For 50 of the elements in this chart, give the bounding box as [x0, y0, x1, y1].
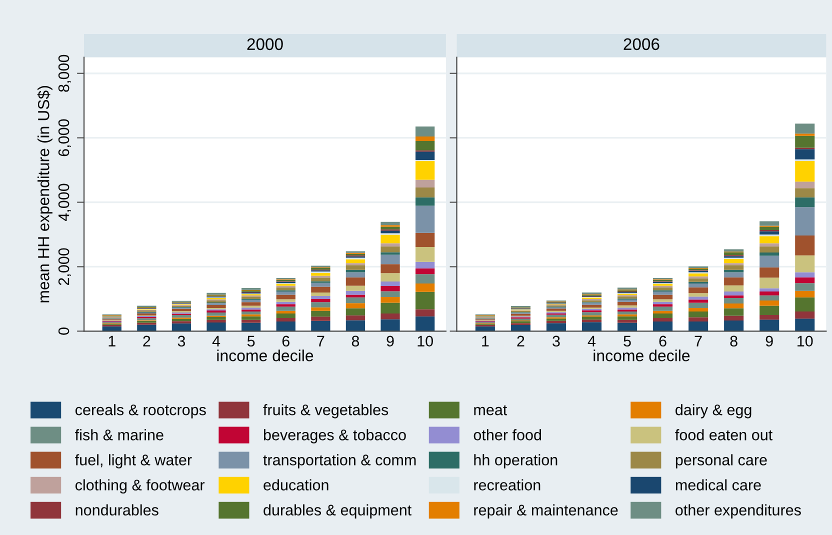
x-tick-label: 5 [624, 336, 631, 347]
x-tick-label: 4 [588, 336, 596, 346]
y-tick-label: 4,000 [58, 184, 72, 222]
legend-label: meat [474, 405, 508, 416]
x-tick-label: 1 [108, 336, 116, 346]
x-tick-label: 7 [317, 336, 324, 346]
x-tick-label: 10 [418, 336, 433, 347]
x-tick-label: 2 [143, 336, 150, 346]
x-tick-label: 9 [766, 336, 773, 347]
x-axis-title: income decile [217, 350, 314, 362]
y-tick-label: 6,000 [58, 119, 72, 156]
x-tick-label: 6 [659, 336, 666, 347]
x-tick-label: 7 [694, 336, 702, 346]
x-tick-label: 1 [482, 336, 489, 346]
chart-title: 2006 [624, 38, 660, 50]
x-tick-label: 2 [517, 336, 524, 346]
legend-label: fruits & vegetables [263, 404, 388, 418]
legend-label: transportation & comm [263, 454, 416, 468]
x-tick-label: 8 [730, 336, 738, 347]
legend-label: clothing & footwear [75, 479, 205, 494]
legend-label: beverages & tobacco [264, 429, 406, 444]
legend-label: personal care [676, 454, 767, 468]
x-tick-label: 6 [282, 336, 290, 347]
y-axis-title: mean HH expenditure (in US$) [37, 86, 52, 302]
x-axis-title: income decile [594, 350, 690, 362]
legend-label: repair & maintenance [474, 504, 618, 519]
legend-label: hh operation [474, 454, 558, 468]
legend-label: nondurables [76, 504, 158, 516]
x-tick-label: 9 [386, 336, 394, 347]
legend-label: dairy & egg [676, 404, 752, 418]
legend-label: fuel, light & water [75, 454, 192, 468]
legend-label: food eaten out [675, 429, 773, 440]
x-tick-label: 8 [352, 336, 360, 347]
legend-label: other expenditures [676, 504, 801, 519]
legend-label: cereals & rootcrops [75, 404, 206, 418]
y-tick-label: 0 [58, 328, 70, 335]
legend-label: recreation [474, 479, 540, 490]
chart-title: 2000 [247, 38, 283, 50]
x-tick-label: 3 [552, 336, 560, 347]
legend-label: fish & marine [75, 429, 164, 440]
legend-label: durables & equipment [264, 504, 412, 519]
legend-label: education [264, 479, 328, 490]
legend-label: other food [474, 429, 541, 440]
x-tick-label: 5 [247, 336, 255, 347]
legend-label: medical care [676, 479, 761, 490]
x-tick-label: 4 [212, 336, 220, 346]
x-tick-label: 3 [178, 336, 186, 347]
y-tick-label: 8,000 [58, 54, 72, 92]
y-tick-label: 2,000 [58, 248, 72, 286]
x-tick-label: 10 [798, 336, 813, 347]
